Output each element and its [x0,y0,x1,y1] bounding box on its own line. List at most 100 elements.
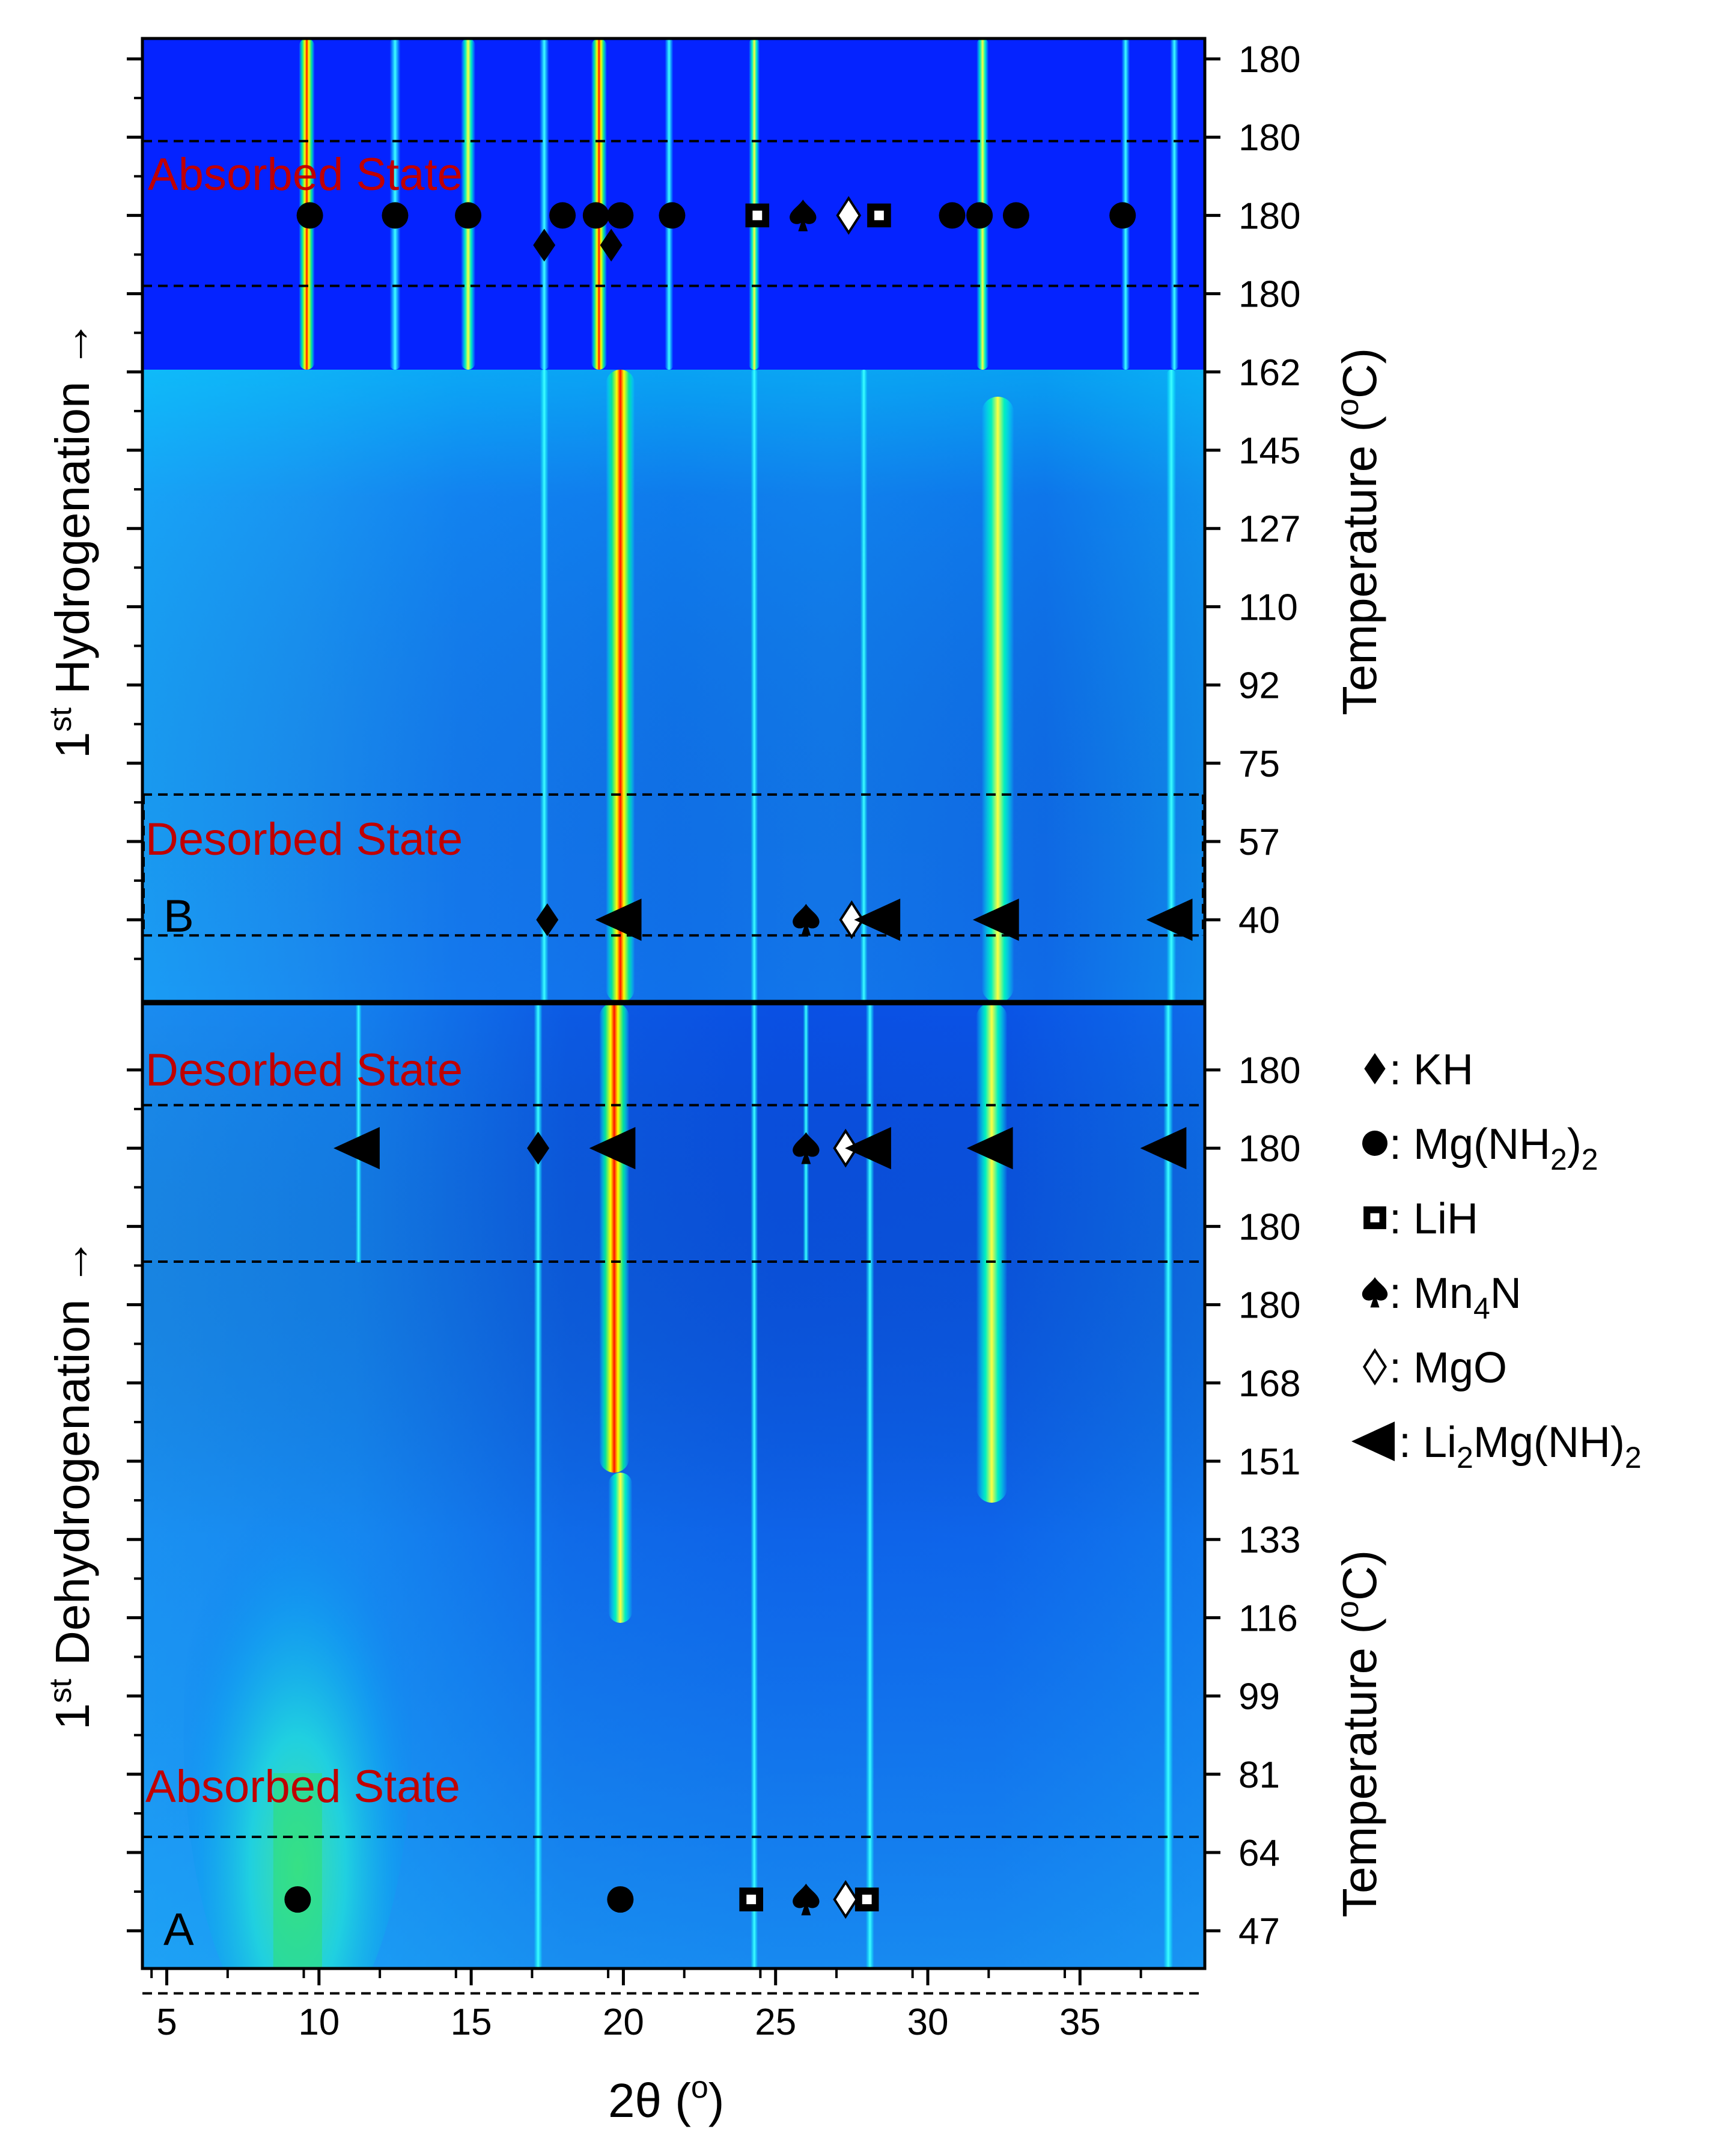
panel-a-desorbed-label: Desorbed State [145,1045,463,1096]
panel-letter-a: A [163,1904,194,1955]
marker-li2mgnh2 [1146,899,1193,941]
peak-streak-a-19-9-tail [608,1473,633,1623]
panel-b-temperature-title: Temperature (oC) [1330,348,1386,715]
peak-streak-a-weak [751,1003,758,1969]
x-axis-title: 2θ (o) [608,2070,724,2127]
x-tick-label: 5 [156,2002,177,2043]
marker-mgo [836,196,862,235]
peak-streak-a-weak [534,1003,543,1969]
marker-li2mgnh2 [1140,1127,1187,1170]
legend-symbol-triangle-left [1351,1422,1395,1461]
temperature-tick-label: 57 [1238,822,1280,863]
legend-label: : LiH [1389,1195,1478,1243]
marker-mgnh22 [296,202,323,229]
temperature-tick-label: 47 [1238,1911,1280,1952]
marker-li2mgnh2 [972,899,1019,941]
peak-streak-a-faint [355,1003,362,1262]
marker-mgnh22 [607,1886,634,1913]
peak-streak-a-weak [865,1003,874,1969]
marker-mgnh22 [966,202,993,229]
marker-lih [739,1887,763,1911]
marker-mgnh22 [549,202,576,229]
marker-lih [867,203,891,228]
phase-markers [284,196,1193,1919]
legend-symbol-diamond-filled [1364,1052,1386,1085]
x-tick-label: 10 [298,2002,340,2043]
legend-symbol-spade [1362,1277,1388,1308]
panel-b-desorbed-label: Desorbed State [145,814,463,865]
x-tick-label: 25 [755,2002,796,2043]
peak-streak-b-weak [540,370,549,1003]
marker-li2mgnh2 [966,1127,1013,1170]
x-tick-label: 15 [451,2002,492,2043]
panel-a-left-title: 1st Dehydrogenation → [43,1238,99,1730]
temperature-tick-label: 75 [1238,744,1280,785]
peak-streak-a-19-7 [599,1003,630,1473]
marker-lih [745,203,770,228]
temperature-tick-label: 180 [1238,1050,1300,1092]
temperature-tick-label: 168 [1238,1363,1300,1405]
legend-label: : MgO [1389,1344,1507,1392]
temperature-tick-label: 151 [1238,1441,1300,1483]
temperature-tick-label: 64 [1238,1833,1280,1874]
temperature-tick-label: 180 [1238,274,1300,316]
marker-mgnh22 [582,202,609,229]
marker-mn4n [793,903,820,936]
legend-symbol-circle-filled [1362,1131,1387,1156]
marker-kh [600,228,623,262]
state-region-boxes [142,139,1205,1995]
legend-label: : KH [1389,1046,1473,1094]
axes: 5 10 15 20 25 30 35 180 180 180 180 162 145 127 110 92 7… [127,39,1300,2043]
marker-mgnh22 [1002,202,1029,229]
bg-band-b-vertical-shade [142,370,1205,1003]
temperature-tick-label: 162 [1238,352,1300,394]
marker-mgnh22 [382,202,409,229]
panel-b-left-title: 1st Hydrogenation → [43,320,99,759]
peak-streak-a-weak [1163,1003,1174,1969]
marker-li2mgnh2 [595,899,642,941]
peak-streak-b-absorbed [1170,38,1179,370]
marker-lih [854,1887,879,1911]
marker-mgnh22 [1109,202,1136,229]
temperature-tick-label: 180 [1238,195,1300,237]
marker-li2mgnh2 [854,899,901,941]
marker-mgnh22 [455,202,482,229]
marker-kh [536,903,559,936]
temperature-tick-label: 110 [1238,587,1298,628]
x-tick-label: 20 [603,2002,644,2043]
peak-streak-b-weak [860,370,868,1003]
temperature-tick-label: 180 [1238,1128,1300,1170]
x-tick-label: 30 [907,2002,949,2043]
marker-mgnh22 [607,202,634,229]
marker-mgo [839,900,865,939]
peak-streak-b-weak [1166,370,1177,1003]
panel-a-absorbed-label: Absorbed State [145,1761,460,1812]
marker-li2mgnh2 [589,1127,636,1170]
temperature-tick-label: 92 [1238,665,1280,707]
legend: : KH: Mg(NH2)2: LiH: Mn4N: MgO: Li2Mg(NH… [1351,1046,1642,1474]
marker-mn4n [793,1132,820,1164]
bg-blob-9deg [183,1419,412,1969]
peak-streak-b-absorbed [539,38,549,370]
panel-b-absorbed-label: Absorbed State [148,149,463,200]
legend-symbol-diamond-open [1362,1348,1387,1385]
temperature-tick-label: 116 [1238,1598,1298,1639]
marker-mgnh22 [284,1886,311,1913]
legend-label: : Mg(NH2)2 [1389,1120,1598,1176]
temperature-tick-label: 99 [1238,1676,1280,1718]
temperature-tick-label: 133 [1238,1520,1300,1561]
marker-mn4n [790,200,817,231]
marker-kh [527,1131,550,1165]
temperature-tick-label: 180 [1238,1285,1300,1327]
marker-kh [533,228,556,262]
panel-a-temperature-title: Temperature (oC) [1330,1550,1386,1917]
temperature-tick-label: 81 [1238,1755,1280,1796]
temperature-tick-label: 180 [1238,117,1300,159]
peak-streak-b-weak [751,370,758,1003]
bg-column-9deg [273,1773,322,1969]
marker-mgnh22 [939,202,966,229]
temperature-tick-label: 180 [1238,1206,1300,1248]
legend-label: : Li2Mg(NH)2 [1399,1419,1642,1474]
marker-mn4n [793,1883,820,1916]
